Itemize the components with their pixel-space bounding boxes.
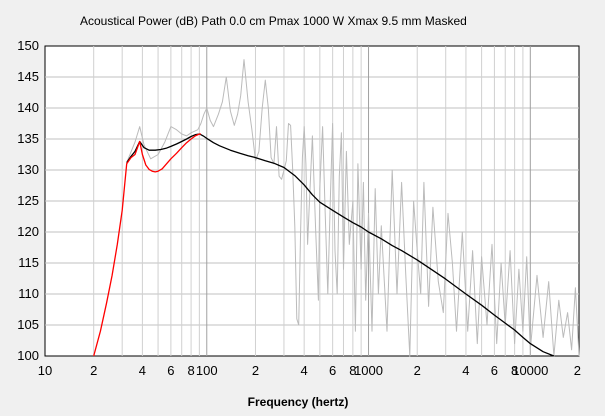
- y-tick-label: 115: [18, 255, 39, 270]
- x-tick-label: 8: [187, 363, 194, 378]
- x-tick-label: 1000: [354, 363, 383, 378]
- y-tick-label: 150: [17, 38, 39, 53]
- grid-lines: [45, 46, 579, 356]
- x-tick-label: 100: [196, 363, 218, 378]
- y-tick-labels: 100 105 110 115 120 125 130 135 140 145 150: [17, 38, 39, 363]
- chart-title: Acoustical Power (dB) Path 0.0 cm Pmax 1…: [80, 14, 467, 28]
- y-tick-label: 105: [17, 317, 39, 332]
- x-tick-label: 6: [491, 363, 498, 378]
- series-line-2: [126, 133, 555, 357]
- y-tick-label: 145: [17, 69, 39, 84]
- x-tick-label: 2: [414, 363, 421, 378]
- x-tick-label: 2: [574, 363, 581, 378]
- series-line-3: [93, 133, 201, 357]
- x-tick-label: 2: [252, 363, 259, 378]
- x-tick-label: 4: [462, 363, 469, 378]
- y-tick-label: 125: [17, 193, 39, 208]
- y-tick-label: 120: [17, 224, 39, 239]
- x-tick-label: 8: [349, 363, 356, 378]
- x-tick-label: 6: [329, 363, 336, 378]
- y-tick-label: 140: [17, 100, 39, 115]
- x-tick-label: 10: [38, 363, 52, 378]
- series-line-1: [126, 59, 580, 357]
- x-tick-label: 2: [90, 363, 97, 378]
- x-tick-label: 10000: [512, 363, 548, 378]
- x-axis-label: Frequency (hertz): [248, 395, 349, 409]
- y-tick-label: 130: [17, 162, 39, 177]
- y-tick-label: 100: [17, 348, 39, 363]
- x-tick-label: 8: [511, 363, 518, 378]
- x-tick-label: 4: [301, 363, 308, 378]
- y-tick-label: 135: [17, 131, 39, 146]
- series-layer: [93, 59, 580, 357]
- x-tick-label: 6: [167, 363, 174, 378]
- y-tick-label: 110: [18, 286, 39, 301]
- x-tick-label: 4: [139, 363, 146, 378]
